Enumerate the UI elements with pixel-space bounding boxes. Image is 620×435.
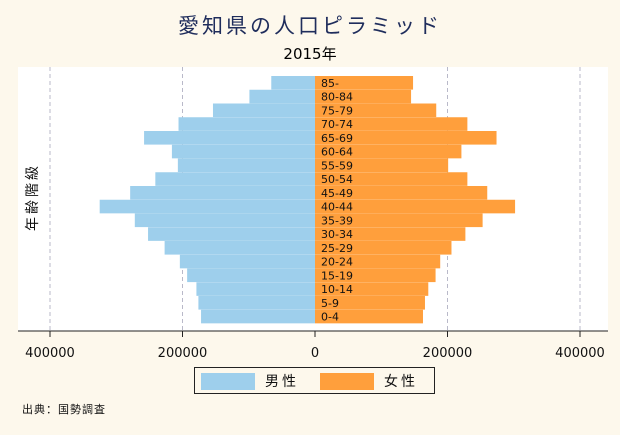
age-label: 5-9 <box>321 297 339 310</box>
age-label: 25-29 <box>321 242 353 255</box>
bar-male-25-29 <box>164 241 315 255</box>
legend: 男性 女性 <box>194 367 435 394</box>
bar-male-85- <box>271 76 315 90</box>
age-label: 50-54 <box>321 173 353 186</box>
age-label: 30-34 <box>321 228 353 241</box>
age-label: 60-64 <box>321 146 353 159</box>
age-label: 70-74 <box>321 118 353 131</box>
y-axis-label: 年齢階級 <box>25 163 41 231</box>
legend-swatch-male <box>201 372 255 390</box>
bar-male-75-79 <box>212 103 315 118</box>
bar-female-85- <box>315 76 414 90</box>
bar-male-15-19 <box>187 268 315 283</box>
bar-male-80-84 <box>249 89 315 104</box>
bar-male-10-14 <box>196 282 315 296</box>
female-bars <box>315 76 516 324</box>
age-label: 55-59 <box>321 159 353 172</box>
bar-female-5-9 <box>315 296 425 310</box>
bar-male-20-24 <box>179 254 315 269</box>
bar-male-45-49 <box>130 186 315 200</box>
bar-female-65-69 <box>315 131 497 145</box>
bar-female-30-34 <box>315 227 466 241</box>
legend-label-female: 女性 <box>384 374 418 390</box>
bar-female-50-54 <box>315 172 468 186</box>
age-label: 65-69 <box>321 132 353 145</box>
bar-male-30-34 <box>148 227 315 241</box>
age-label: 40-44 <box>321 201 353 214</box>
x-tick-label: 200000 <box>423 346 473 361</box>
grid-lines <box>49 67 581 331</box>
legend-swatch-female <box>320 372 374 390</box>
bar-female-80-84 <box>315 89 412 104</box>
legend-label-male: 男性 <box>265 374 299 390</box>
age-label: 85- <box>321 77 339 90</box>
male-bars <box>99 76 315 324</box>
x-axis: 400000 200000 0 200000 400000 <box>18 330 608 361</box>
bar-female-60-64 <box>315 144 462 159</box>
bar-female-35-39 <box>315 213 483 228</box>
age-label: 80-84 <box>321 91 353 104</box>
bar-female-70-74 <box>315 117 468 131</box>
source-note: 出典：国勢調査 <box>22 403 106 416</box>
bar-male-5-9 <box>198 296 315 310</box>
bar-male-40-44 <box>99 199 315 214</box>
bar-male-70-74 <box>178 117 315 131</box>
bar-female-40-44 <box>315 199 516 214</box>
x-tick-label: 400000 <box>555 346 605 361</box>
legend-item-female: 女性 <box>320 372 418 390</box>
age-label: 45-49 <box>321 187 353 200</box>
age-label: 20-24 <box>321 256 353 269</box>
bar-male-0-4 <box>201 309 315 324</box>
age-label: 75-79 <box>321 104 353 117</box>
bar-female-15-19 <box>315 268 436 283</box>
bar-female-20-24 <box>315 254 441 269</box>
chart-subtitle: 2015年 <box>283 45 337 63</box>
bar-female-0-4 <box>315 309 423 324</box>
x-tick-label: 400000 <box>25 346 75 361</box>
chart-title: 愛知県の人口ピラミッド <box>178 14 442 38</box>
bar-male-60-64 <box>171 144 315 159</box>
bar-female-75-79 <box>315 103 437 118</box>
age-label: 0-4 <box>321 311 339 324</box>
age-labels: 0-45-910-1415-1920-2425-2930-3435-3940-4… <box>321 77 353 324</box>
age-label: 15-19 <box>321 269 353 282</box>
bar-female-45-49 <box>315 186 488 200</box>
x-tick-label: 0 <box>311 346 319 361</box>
age-label: 35-39 <box>321 214 353 227</box>
bar-male-65-69 <box>144 131 315 145</box>
bar-female-10-14 <box>315 282 429 296</box>
bar-male-50-54 <box>155 172 315 186</box>
bar-male-55-59 <box>177 158 315 173</box>
age-label: 10-14 <box>321 283 353 296</box>
x-tick-label: 200000 <box>158 346 208 361</box>
bar-female-55-59 <box>315 158 449 173</box>
legend-item-male: 男性 <box>201 372 299 390</box>
bar-female-25-29 <box>315 241 452 255</box>
bar-male-35-39 <box>134 213 315 228</box>
